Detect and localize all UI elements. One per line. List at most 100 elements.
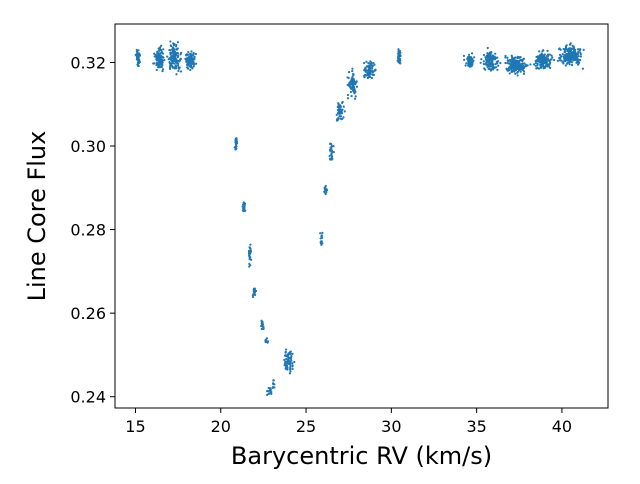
data-point <box>572 58 575 61</box>
data-point <box>172 62 175 65</box>
data-point <box>173 66 176 69</box>
y-tick-label: 0.24 <box>70 388 106 407</box>
data-point <box>537 56 540 59</box>
data-point <box>367 70 370 73</box>
data-point <box>369 72 372 75</box>
data-point <box>155 61 159 64</box>
data-point <box>484 56 487 59</box>
data-point <box>484 58 488 61</box>
data-point <box>171 66 174 69</box>
data-point <box>192 58 195 61</box>
data-point <box>153 52 156 55</box>
data-point <box>488 64 491 67</box>
data-point <box>372 70 375 73</box>
data-point <box>540 61 544 64</box>
data-point <box>272 379 275 382</box>
data-point <box>543 65 546 69</box>
data-point <box>364 67 367 70</box>
data-point <box>160 49 163 52</box>
data-point <box>170 63 173 66</box>
data-point <box>506 62 509 65</box>
data-point <box>482 62 485 66</box>
data-point <box>353 97 357 100</box>
data-point <box>189 57 192 60</box>
data-point <box>168 48 171 52</box>
data-point <box>330 153 333 156</box>
data-point <box>350 82 353 85</box>
data-point <box>497 64 500 67</box>
data-point <box>253 287 256 290</box>
data-point <box>577 63 580 66</box>
data-point <box>288 361 291 364</box>
data-point <box>564 53 567 56</box>
data-point <box>349 90 353 93</box>
data-point <box>373 63 376 66</box>
data-point <box>288 372 292 375</box>
data-point <box>291 362 294 365</box>
data-point <box>185 60 188 63</box>
data-point <box>513 65 516 68</box>
data-point <box>248 246 251 249</box>
data-point <box>372 62 375 65</box>
data-point <box>289 367 292 370</box>
data-point <box>250 258 253 261</box>
data-point <box>558 53 562 56</box>
data-point <box>332 145 335 148</box>
data-point <box>512 57 516 60</box>
data-point <box>489 55 492 58</box>
data-point <box>579 51 582 55</box>
data-point <box>518 67 522 70</box>
data-point <box>397 55 400 58</box>
data-point <box>564 64 567 67</box>
data-point <box>491 67 494 70</box>
data-point <box>319 241 322 245</box>
data-point <box>577 48 580 51</box>
data-point <box>251 294 254 297</box>
data-point <box>173 42 176 46</box>
data-point <box>495 60 498 63</box>
data-point <box>546 55 550 58</box>
data-point <box>566 53 569 56</box>
data-point <box>521 62 524 65</box>
data-point <box>398 61 401 65</box>
data-point <box>470 64 473 67</box>
x-tick-label: 35 <box>466 417 486 436</box>
data-point <box>517 56 520 59</box>
data-point <box>483 67 486 70</box>
data-point <box>337 106 340 109</box>
data-point <box>185 66 189 69</box>
data-point <box>581 67 584 70</box>
data-point <box>194 52 198 56</box>
data-point <box>161 63 164 66</box>
data-point <box>492 66 496 69</box>
data-point <box>354 95 357 98</box>
data-point <box>467 53 471 56</box>
data-point <box>346 97 350 100</box>
data-point <box>534 64 537 67</box>
data-point <box>176 55 180 58</box>
data-point <box>324 191 327 194</box>
data-point <box>242 203 245 206</box>
data-point <box>194 62 198 65</box>
data-point <box>176 41 180 44</box>
data-point <box>283 362 286 365</box>
data-point <box>491 57 494 60</box>
data-point <box>177 62 180 65</box>
data-point <box>337 109 340 112</box>
data-point <box>135 50 139 53</box>
data-point <box>564 46 568 49</box>
data-point <box>560 59 563 62</box>
data-point <box>178 66 181 69</box>
data-point <box>157 64 160 67</box>
data-point <box>551 56 554 59</box>
data-point <box>352 88 356 92</box>
data-point <box>159 54 162 57</box>
data-point <box>541 63 545 66</box>
data-point <box>269 388 272 391</box>
data-point <box>189 68 192 72</box>
data-point <box>579 59 582 62</box>
data-point <box>349 86 353 89</box>
data-point <box>271 385 275 389</box>
data-point <box>330 151 334 154</box>
data-point <box>189 52 192 56</box>
